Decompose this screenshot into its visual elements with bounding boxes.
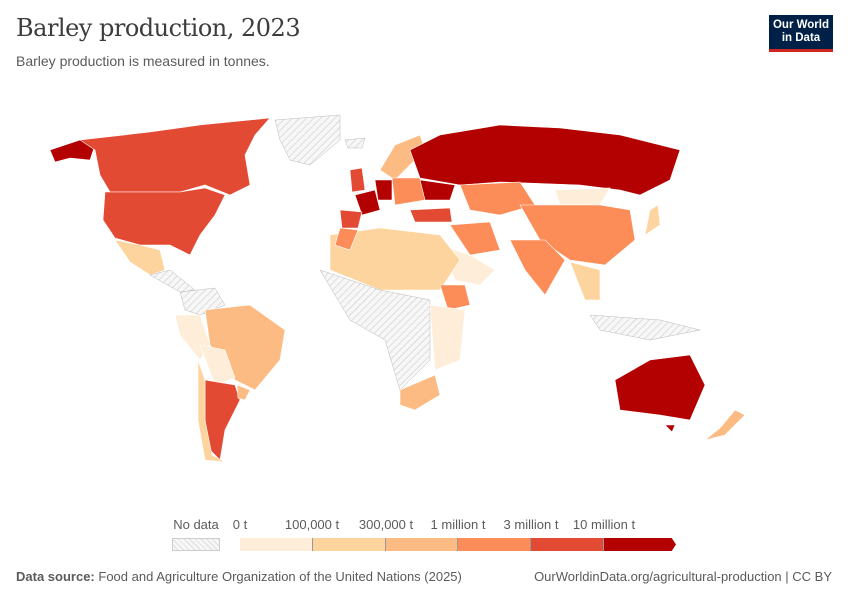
country-ethiopia[interactable] <box>439 284 471 311</box>
country-new-zealand[interactable] <box>704 409 746 441</box>
country-morocco[interactable] <box>334 227 359 251</box>
country-bolivia-paraguay[interactable] <box>199 344 236 386</box>
country-spain[interactable] <box>339 209 363 229</box>
country-mongolia[interactable] <box>554 187 611 206</box>
country-canada[interactable] <box>79 117 271 196</box>
data-source-text: Food and Agriculture Organization of the… <box>98 569 462 584</box>
country-germany[interactable] <box>374 179 393 201</box>
country-turkey[interactable] <box>409 207 453 223</box>
country-central-america[interactable] <box>149 269 196 293</box>
legend-swatch-0 <box>240 538 313 551</box>
country-west-central-africa[interactable] <box>319 269 431 391</box>
country-central-europe[interactable] <box>391 177 426 206</box>
country-south-africa[interactable] <box>399 374 441 411</box>
country-france[interactable] <box>354 189 381 216</box>
country-chile[interactable] <box>197 359 226 463</box>
country-east-africa[interactable] <box>429 304 466 371</box>
legend-swatch-4 <box>531 538 604 551</box>
legend-no-data-swatch <box>172 538 220 551</box>
world-map[interactable] <box>0 100 850 500</box>
data-source: Data source: Food and Agriculture Organi… <box>16 569 462 584</box>
legend-swatch-5 <box>604 538 676 551</box>
legend-swatch-1 <box>313 538 386 551</box>
country-uruguay[interactable] <box>236 384 251 401</box>
source-url[interactable]: OurWorldinData.org/agricultural-producti… <box>534 569 832 584</box>
country-indonesia[interactable] <box>589 314 701 341</box>
legend: No data 0 t 100,000 t 300,000 t 1 millio… <box>0 512 850 552</box>
legend-label-5: 10 million t <box>572 517 636 532</box>
legend-swatch-2 <box>386 538 458 551</box>
legend-label-3: 1 million t <box>430 517 486 532</box>
country-japan[interactable] <box>644 204 661 236</box>
country-iceland[interactable] <box>344 137 366 149</box>
legend-label-2: 300,000 t <box>358 517 414 532</box>
legend-label-0: 0 t <box>232 517 248 532</box>
country-southeast-asia[interactable] <box>569 261 601 301</box>
chart-subtitle: Barley production is measured in tonnes. <box>16 53 270 69</box>
country-uk[interactable] <box>349 167 366 193</box>
legend-label-4: 3 million t <box>503 517 559 532</box>
legend-no-data-label: No data <box>173 517 219 532</box>
country-kazakhstan[interactable] <box>459 181 536 216</box>
chart-title: Barley production, 2023 <box>16 14 301 42</box>
owid-logo[interactable]: Our World in Data <box>769 15 833 52</box>
country-iran-middle-east[interactable] <box>449 221 501 256</box>
country-tasmania[interactable] <box>664 424 676 433</box>
country-mexico[interactable] <box>114 239 166 276</box>
country-north-africa[interactable] <box>329 227 461 291</box>
country-india[interactable] <box>509 239 566 296</box>
data-source-label: Data source: <box>16 569 95 584</box>
legend-swatch-3 <box>458 538 531 551</box>
country-usa[interactable] <box>102 187 226 256</box>
legend-label-1: 100,000 t <box>284 517 340 532</box>
country-australia[interactable] <box>614 354 706 421</box>
country-greenland[interactable] <box>274 114 341 166</box>
country-ukraine[interactable] <box>419 179 456 201</box>
